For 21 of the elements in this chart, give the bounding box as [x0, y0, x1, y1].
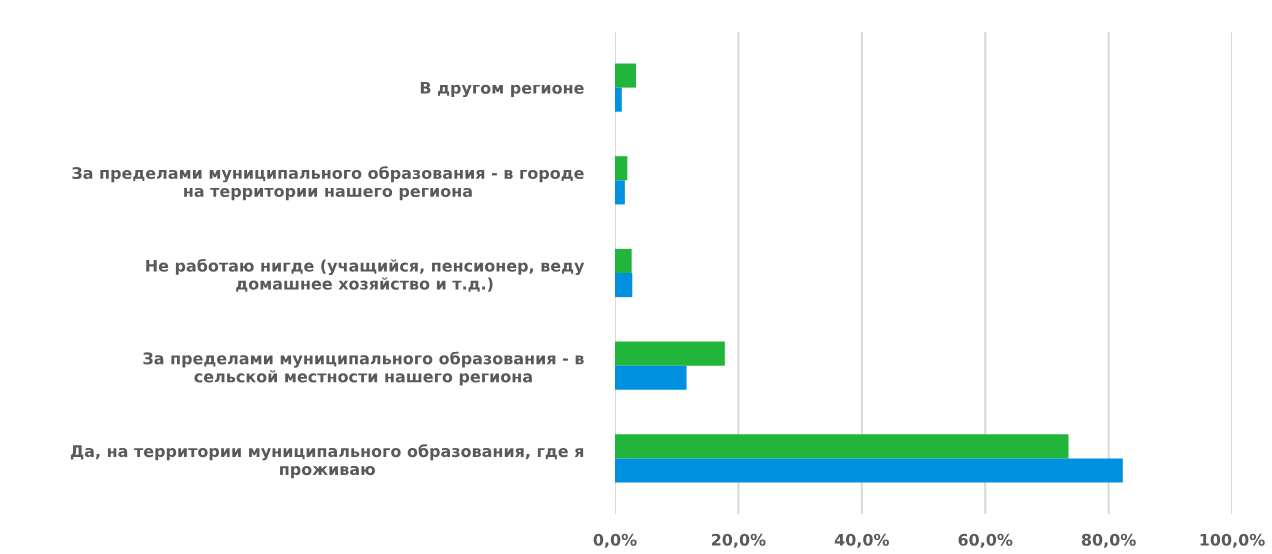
x-tick-label: 40,0% [834, 533, 889, 548]
bar [615, 63, 636, 88]
bar [615, 180, 625, 205]
bar [615, 87, 622, 112]
x-tick-label: 0,0% [593, 533, 637, 548]
y-tick-label: Не работаю нигде (учащийся, пенсионер, веду домашнее хозяйство и т.д.) [146, 258, 585, 292]
bar [615, 273, 633, 298]
x-tick-label: 80,0% [1081, 533, 1136, 548]
x-tick-label: 20,0% [711, 533, 766, 548]
bar [615, 434, 1069, 459]
bar [615, 365, 687, 390]
bar [615, 156, 628, 181]
bar [615, 341, 725, 366]
bar [615, 248, 632, 273]
y-tick-label: Да, на территории муниципального образования, где я проживаю [70, 444, 584, 479]
x-tick-label: 60,0% [958, 533, 1013, 548]
y-tick-label: За пределами муниципального образования - в сельской местности нашего региона [143, 351, 584, 386]
y-tick-label: В другом регионе [420, 81, 584, 98]
bar [615, 458, 1123, 483]
y-tick-label: За пределами муниципального образования - в городе на территории нашего региона [72, 166, 584, 201]
x-tick-label: 100,0% [1200, 533, 1265, 548]
